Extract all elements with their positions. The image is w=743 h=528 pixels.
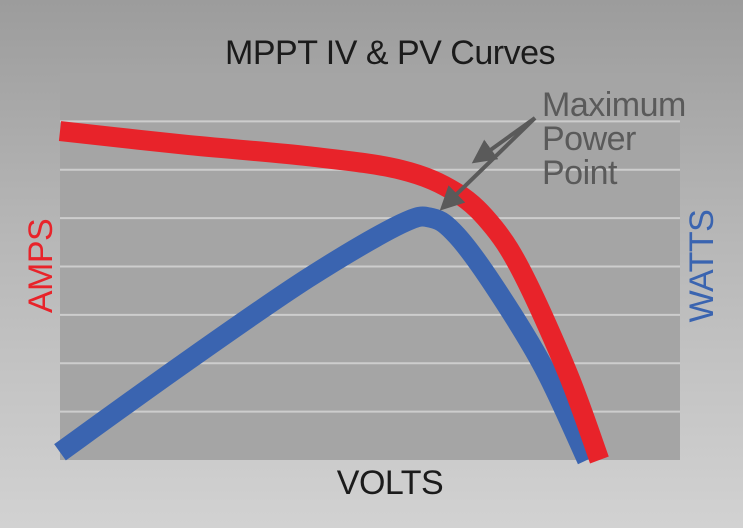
y-axis-label-left: AMPS xyxy=(22,219,60,313)
annotation-label: Maximum Power Point xyxy=(542,86,695,192)
y-axis-label-right: WATTS xyxy=(683,210,721,323)
annotation-line-2: Power xyxy=(542,120,636,158)
chart-title: MPPT IV & PV Curves xyxy=(225,34,555,72)
annotation-arrows xyxy=(439,116,537,211)
annotation-arrow-2 xyxy=(439,116,537,211)
x-axis-label: VOLTS xyxy=(337,464,443,502)
annotation-line-3: Point xyxy=(542,154,618,192)
series-line-watts xyxy=(54,206,597,465)
annotation-line-1: Maximum xyxy=(542,86,686,124)
